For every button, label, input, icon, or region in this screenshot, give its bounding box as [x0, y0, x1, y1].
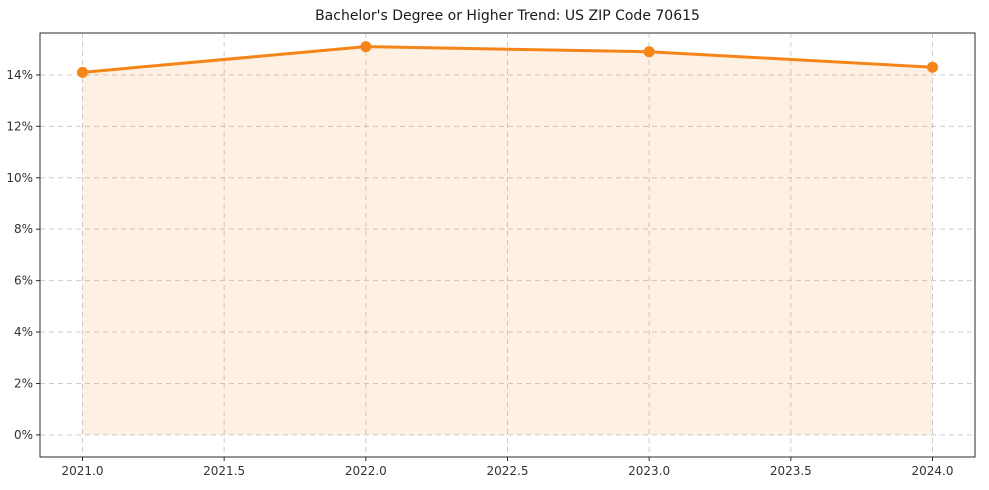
data-point-marker	[927, 61, 938, 73]
y-tick-label: 4%	[14, 325, 33, 339]
y-tick-label: 12%	[6, 119, 33, 133]
x-tick-label: 2024.0	[912, 464, 954, 478]
trend-line	[81, 45, 934, 74]
y-tick-label: 2%	[14, 376, 33, 390]
y-tick-label: 10%	[6, 171, 33, 185]
y-tick-label: 6%	[14, 274, 33, 288]
x-tick-label: 2021.5	[203, 464, 245, 478]
y-tick-label: 0%	[14, 428, 33, 442]
data-point-marker	[643, 46, 655, 58]
data-point-marker	[77, 66, 88, 78]
x-tick-label: 2022.0	[345, 464, 387, 478]
y-tick-label: 14%	[6, 68, 33, 82]
chart-title: Bachelor's Degree or Higher Trend: US ZI…	[315, 8, 700, 24]
x-tick-label: 2023.0	[628, 464, 670, 478]
data-point-marker	[360, 41, 372, 53]
area-fill	[82, 46, 933, 435]
x-tick-label: 2022.5	[487, 464, 529, 478]
x-tick-label: 2023.5	[770, 464, 812, 478]
y-tick-label: 8%	[14, 222, 33, 236]
x-tick-label: 2021.0	[62, 464, 104, 478]
